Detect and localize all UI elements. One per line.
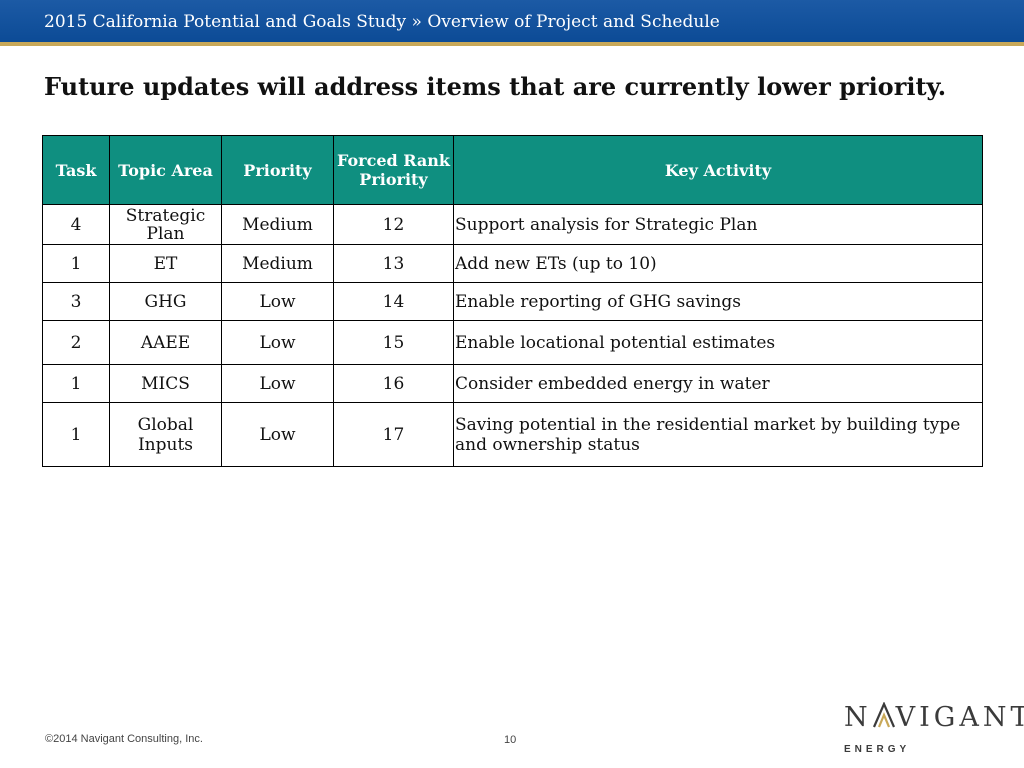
breadcrumb: 2015 California Potential and Goals Stud… xyxy=(44,12,720,32)
page-number: 10 xyxy=(504,734,517,746)
header-task: Task xyxy=(42,135,110,205)
cell-rank: 16 xyxy=(333,364,454,403)
cell-activity-line2: and ownership status xyxy=(455,434,640,455)
cell-topic-area: MICS xyxy=(109,364,222,403)
logo-subword: ENERGY xyxy=(844,744,911,755)
cell-key-activity: Support analysis for Strategic Plan xyxy=(453,204,983,245)
table-header-row: Task Topic Area Priority Forced Rank Pri… xyxy=(42,135,983,205)
header-key-activity: Key Activity xyxy=(453,135,983,205)
cell-topic-line2: Plan xyxy=(146,223,185,244)
navigant-logo: N VIGANT ENERGY xyxy=(840,700,1024,760)
cell-task: 1 xyxy=(42,364,110,403)
cell-rank: 17 xyxy=(333,402,454,467)
header-bar: 2015 California Potential and Goals Stud… xyxy=(0,0,1024,42)
cell-priority: Low xyxy=(221,320,334,365)
cell-topic-area: Global Inputs xyxy=(109,402,222,467)
cell-activity-line1: Saving potential in the residential mark… xyxy=(455,414,961,435)
cell-topic-area: AAEE xyxy=(109,320,222,365)
cell-rank: 14 xyxy=(333,282,454,321)
cell-topic-line2: Inputs xyxy=(137,434,194,455)
header-priority: Priority xyxy=(221,135,334,205)
copyright-notice: ©2014 Navigant Consulting, Inc. xyxy=(45,733,203,745)
cell-priority: Medium xyxy=(221,204,334,245)
cell-task: 3 xyxy=(42,282,110,321)
cell-topic-line1: Global xyxy=(137,414,194,435)
cell-key-activity: Saving potential in the residential mark… xyxy=(453,402,983,467)
logo-word-end: VIGANT xyxy=(895,702,1024,733)
cell-priority: Medium xyxy=(221,244,334,283)
slide-title: Future updates will address items that a… xyxy=(44,72,947,101)
cell-task: 1 xyxy=(42,402,110,467)
header-forced-rank-line2: Priority xyxy=(359,170,428,189)
cell-task: 1 xyxy=(42,244,110,283)
cell-topic-area: Strategic Plan xyxy=(109,204,222,245)
table-row: 4 Strategic Plan Medium 12 Support analy… xyxy=(42,204,983,245)
cell-priority: Low xyxy=(221,282,334,321)
header-rule xyxy=(0,42,1024,46)
table-row: 1 ET Medium 13 Add new ETs (up to 10) xyxy=(42,244,983,283)
logo-wordmark: N VIGANT xyxy=(844,702,1024,733)
cell-rank: 13 xyxy=(333,244,454,283)
cell-key-activity: Consider embedded energy in water xyxy=(453,364,983,403)
table-row: 2 AAEE Low 15 Enable locational potentia… xyxy=(42,320,983,365)
cell-rank: 15 xyxy=(333,320,454,365)
cell-task: 2 xyxy=(42,320,110,365)
cell-key-activity: Enable reporting of GHG savings xyxy=(453,282,983,321)
cell-rank: 12 xyxy=(333,204,454,245)
logo-chevron-icon xyxy=(872,702,895,728)
cell-task: 4 xyxy=(42,204,110,245)
table-row: 3 GHG Low 14 Enable reporting of GHG sav… xyxy=(42,282,983,321)
table-row: 1 MICS Low 16 Consider embedded energy i… xyxy=(42,364,983,403)
cell-topic-line1: Strategic xyxy=(125,205,206,226)
cell-key-activity: Add new ETs (up to 10) xyxy=(453,244,983,283)
table-row: 1 Global Inputs Low 17 Saving potential … xyxy=(42,402,983,467)
logo-word-start: N xyxy=(844,702,872,733)
cell-topic-area: GHG xyxy=(109,282,222,321)
header-forced-rank-line1: Forced Rank xyxy=(336,151,450,170)
header-topic-area: Topic Area xyxy=(109,135,222,205)
cell-topic-area: ET xyxy=(109,244,222,283)
cell-priority: Low xyxy=(221,364,334,403)
cell-priority: Low xyxy=(221,402,334,467)
priority-table: Task Topic Area Priority Forced Rank Pri… xyxy=(42,135,983,467)
cell-key-activity: Enable locational potential estimates xyxy=(453,320,983,365)
header-forced-rank-priority: Forced Rank Priority xyxy=(333,135,454,205)
